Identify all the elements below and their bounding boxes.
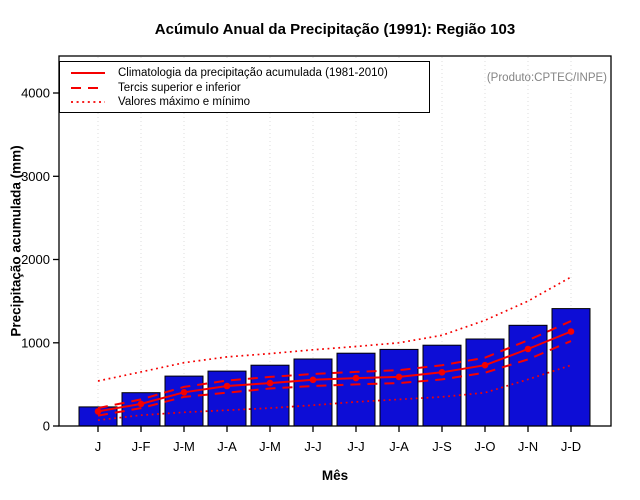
product-watermark: (Produto:CPTEC/INPE) [486, 72, 607, 84]
legend-entry-climatology: Climatologia da precipitação acumulada (… [70, 66, 421, 80]
bar-J-A [379, 348, 419, 427]
legend-label: Tercis superior e inferior [118, 81, 241, 94]
x-tick-label: J-A [389, 439, 409, 454]
line-tercil-superior [97, 320, 572, 410]
x-tick-label: J-F [132, 439, 151, 454]
bar-J-N [508, 324, 548, 427]
x-tick-label: J-N [518, 439, 538, 454]
bar-J-F [121, 392, 161, 427]
legend-label: Valores máximo e mínimo [118, 96, 251, 108]
legend-entry-tercis: Tercis superior e inferior [70, 81, 421, 95]
dotted-line-icon [71, 101, 105, 103]
y-tick-label: 0 [43, 419, 50, 434]
bar-J-J [293, 358, 333, 427]
x-tick-label: J-J [347, 439, 364, 454]
plot-frame [58, 55, 612, 427]
point-climatologia-J-S [438, 369, 446, 376]
point-climatologia-J-A [395, 373, 403, 381]
x-tick-label: J-O [475, 439, 496, 454]
bar-J-J [336, 352, 376, 427]
point-climatologia-J-D [567, 328, 575, 335]
legend-entry-maxmin: Valores máximo e mínimo [70, 95, 421, 109]
x-axis-label: Mês [321, 468, 349, 483]
x-tick-label: J-S [432, 439, 452, 454]
point-climatologia-J-N [524, 345, 532, 353]
point-climatologia-J-J [309, 376, 317, 384]
x-tick-label: J-J [304, 439, 321, 454]
y-tick-label: 4000 [21, 86, 50, 101]
bar-J-M [250, 364, 290, 427]
point-climatologia-J-J [352, 374, 360, 382]
y-tick-label: 2000 [21, 252, 50, 267]
legend-box: Climatologia da precipitação acumulada (… [59, 61, 430, 113]
x-tick-label: J-A [217, 439, 237, 454]
line-climatologia [97, 330, 572, 413]
legend-label: Climatologia da precipitação acumulada (… [118, 67, 388, 79]
bar-J-S [422, 344, 462, 427]
x-tick-label: J-M [173, 439, 195, 454]
dashed-line-icon [71, 86, 105, 89]
point-climatologia-J-A [223, 382, 231, 390]
solid-line-icon [71, 72, 105, 74]
x-tick-label: J-D [561, 439, 581, 454]
chart-title: Acúmulo Anual da Precipitação (1991): Re… [154, 21, 516, 38]
bar-J-O [465, 338, 505, 427]
point-climatologia-J-M [180, 389, 188, 396]
line-maximo [97, 276, 572, 382]
line-tercil-inferior [97, 340, 572, 417]
point-climatologia-J-F [137, 400, 145, 408]
x-tick-label: J [95, 439, 102, 454]
point-climatologia-J-M [266, 379, 274, 387]
point-climatologia-J-O [481, 361, 489, 369]
y-tick-label: 3000 [21, 169, 50, 184]
line-minimo [97, 364, 572, 422]
point-climatologia-J [94, 408, 102, 415]
x-tick-label: J-M [259, 439, 281, 454]
bar-J-D [551, 308, 591, 427]
y-axis-label: Precipitação acumulada (mm) [8, 145, 24, 337]
y-tick-label: 1000 [21, 335, 50, 350]
